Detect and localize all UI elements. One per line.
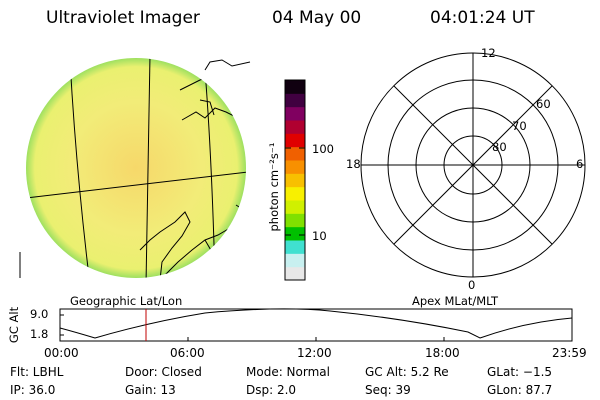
coastline <box>204 59 251 71</box>
color-bar <box>285 80 305 281</box>
instrument-title: Ultraviolet Imager <box>46 8 200 28</box>
color-bar-segment <box>285 200 305 214</box>
mlt-label-6: 6 <box>576 157 584 171</box>
color-bar-frame <box>284 79 306 281</box>
info-glon: GLon: 87.7 <box>487 383 553 397</box>
orbit-altitude-curve <box>59 308 573 339</box>
orbit-ylabel: GC Alt <box>7 306 21 344</box>
date-label: 04 May 00 <box>272 8 362 28</box>
color-bar-segment <box>285 173 305 188</box>
color-bar-segment <box>285 160 305 174</box>
orbit-xtick-2359: 23:59 <box>552 346 587 360</box>
orbit-xtick-1200: 12:00 <box>297 346 332 360</box>
color-bar-segment <box>285 146 305 161</box>
latitude-line <box>26 171 246 199</box>
info-gain: Gain: 13 <box>125 383 176 397</box>
uv-image-disk <box>19 58 251 278</box>
mlat-label-80: 80 <box>492 140 507 154</box>
color-bar-segment <box>285 253 305 268</box>
info-door: Door: Closed <box>125 365 202 379</box>
color-bar-segment <box>285 93 305 108</box>
info-glat: GLat: −1.5 <box>487 365 553 379</box>
coastline <box>164 227 231 276</box>
mlat-label-70: 70 <box>512 119 527 133</box>
info-gc-alt: GC Alt: 5.2 Re <box>365 365 449 379</box>
mlt-label-12: 12 <box>481 46 496 60</box>
meridian-line <box>145 58 151 278</box>
color-bar-segment <box>285 106 305 121</box>
left-map-caption: Geographic Lat/Lon <box>70 294 183 308</box>
info-mode: Mode: Normal <box>246 365 330 379</box>
meridian-line <box>69 59 91 278</box>
info-ip: IP: 36.0 <box>10 383 56 397</box>
info-dsp: Dsp: 2.0 <box>246 383 297 397</box>
mlt-label-18: 18 <box>346 157 361 171</box>
colorbar-tick-10: 10 <box>312 229 327 243</box>
orbit-xtick-0600: 06:00 <box>170 346 205 360</box>
color-bar-segment <box>285 80 305 94</box>
orbit-plot <box>59 308 573 342</box>
info-filter: Flt: LBHL <box>10 365 64 379</box>
color-bar-segment <box>285 186 305 201</box>
color-bar-segment <box>285 240 305 254</box>
color-bar-segment <box>285 266 305 281</box>
orbit-xtick-1800: 18:00 <box>425 346 460 360</box>
color-bar-segment <box>285 120 305 134</box>
mlt-line-diag <box>393 85 553 245</box>
orbit-plot-frame <box>59 308 573 342</box>
right-map-caption: Apex MLat/MLT <box>412 294 499 308</box>
polar-dial <box>360 52 586 278</box>
colorbar-tick-100: 100 <box>312 142 334 156</box>
mlt-label-0: 0 <box>468 278 476 292</box>
mlat-label-60: 60 <box>536 97 551 111</box>
coastline <box>199 99 215 116</box>
orbit-ytick-label-1: 1.8 <box>30 327 49 341</box>
colorbar-unit-label: photon cm⁻²s⁻¹ <box>267 142 281 232</box>
coastline <box>139 211 191 278</box>
orbit-ytick-label-9: 9.0 <box>30 307 49 321</box>
color-bar-segment <box>285 226 305 241</box>
color-bar-segment <box>285 133 305 148</box>
info-seq: Seq: 39 <box>365 383 411 397</box>
color-bar-segment <box>285 213 305 228</box>
time-label: 04:01:24 UT <box>430 8 535 28</box>
orbit-xtick-0000: 00:00 <box>44 346 79 360</box>
